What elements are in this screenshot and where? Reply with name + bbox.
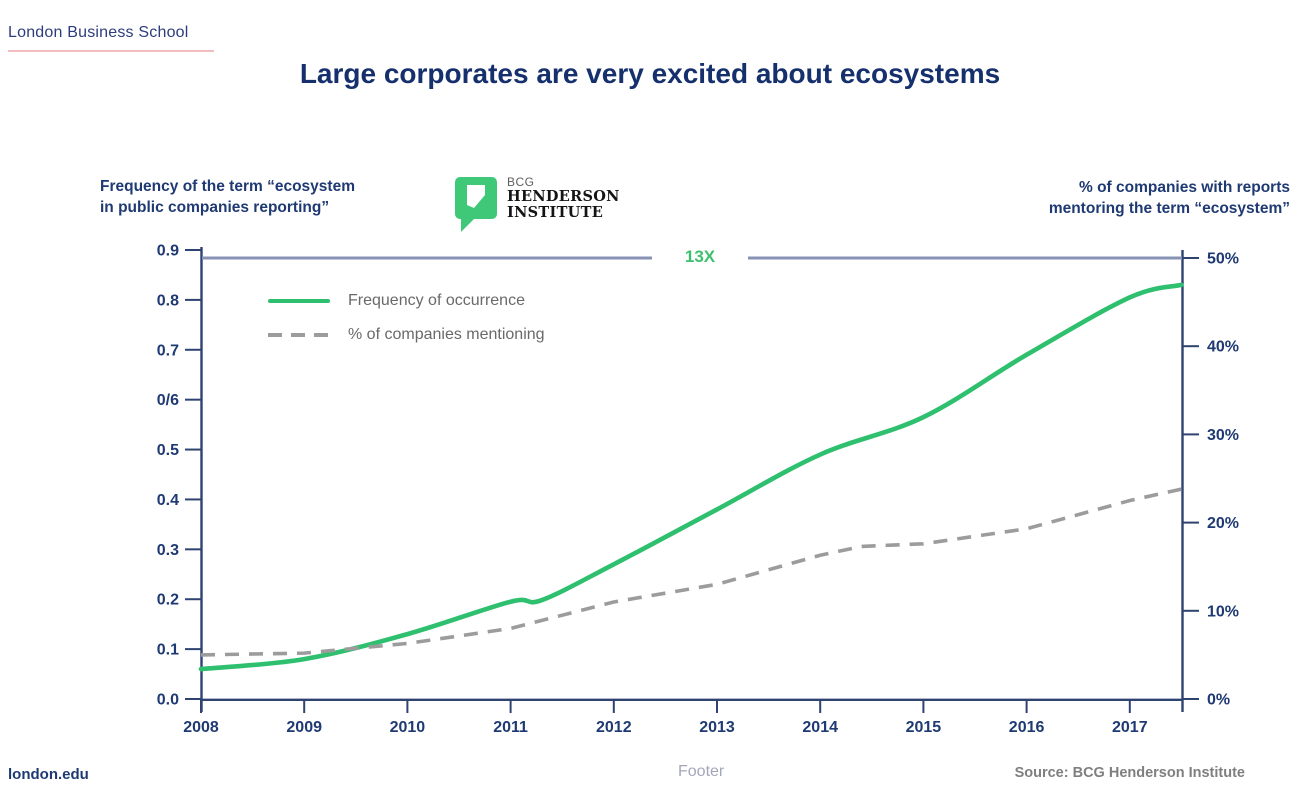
left-axis-tick-label: 0.1 (157, 642, 179, 659)
left-axis-tick-label: 0.2 (157, 592, 179, 609)
x-axis-tick-label: 2011 (493, 719, 528, 736)
right-axis-title-line1: % of companies with reports (1078, 179, 1290, 196)
left-axis-tick-label: 0.8 (157, 292, 179, 309)
right-axis-title: % of companies with reports mentoring th… (1049, 177, 1290, 219)
legend-row-percent: % of companies mentioning (268, 322, 545, 348)
right-axis-tick-label: 50% (1207, 251, 1239, 268)
legend-swatch-solid-line (268, 298, 330, 304)
footer-label: Footer (678, 763, 725, 780)
left-axis-tick-label: 0.9 (157, 243, 179, 260)
legend-row-frequency: Frequency of occurrence (268, 288, 545, 314)
left-axis-tick-label: 0/6 (157, 392, 179, 409)
right-axis-title-line2: mentoring the term “ecosystem” (1048, 200, 1290, 217)
left-axis-title: Frequency of the term “ecosystem in publ… (100, 176, 355, 218)
lbs-logo-text: London Business School (8, 24, 189, 41)
left-axis-title-line2: in public companies reporting” (100, 199, 330, 216)
lbs-logo: London Business School (8, 24, 214, 52)
right-axis-tick-label: 20% (1207, 515, 1239, 532)
x-axis-tick-label: 2016 (1009, 719, 1045, 736)
right-axis-tick-label: 40% (1207, 339, 1239, 356)
series-line-percent (200, 487, 1182, 657)
legend-swatch-dashed-line (268, 333, 330, 337)
bhi-logo: BCG HENDERSON INSTITUTE (452, 174, 620, 234)
legend-label-frequency: Frequency of occurrence (348, 292, 525, 309)
right-axis-tick-label: 0% (1207, 692, 1230, 709)
left-axis-tick-label: 0.7 (157, 342, 179, 359)
x-axis-tick-label: 2012 (596, 719, 632, 736)
series-line-frequency (198, 282, 1184, 672)
footer-source: Source: BCG Henderson Institute (1014, 765, 1245, 781)
right-axis-tick-label: 10% (1207, 603, 1239, 620)
bhi-logo-icon (455, 177, 497, 232)
left-axis-tick-label: 0.3 (157, 542, 179, 559)
right-axis-tick-label: 30% (1207, 427, 1239, 444)
left-axis-title-line1: Frequency of the term “ecosystem (100, 178, 355, 195)
footer-url: london.edu (8, 766, 89, 783)
left-axis-tick-label: 0.0 (157, 692, 179, 709)
x-axis-tick-label: 2015 (906, 719, 942, 736)
x-axis-tick-label: 2008 (183, 719, 219, 736)
x-axis-tick-label: 2017 (1112, 719, 1148, 736)
chart-legend: Frequency of occurrence % of companies m… (268, 288, 545, 356)
x-axis-tick-label: 2013 (699, 719, 735, 736)
x-axis-tick-label: 2010 (390, 719, 426, 736)
x-axis-tick-label: 2014 (802, 719, 838, 736)
x-axis-tick-label: 2009 (286, 719, 322, 736)
bhi-logo-line3: INSTITUTE (507, 203, 604, 221)
bhi-logo-line1: BCG (507, 175, 535, 189)
left-axis-tick-label: 0.4 (157, 492, 179, 509)
slide-title: Large corporates are very excited about … (299, 58, 1001, 89)
left-axis-tick-label: 0.5 (157, 442, 179, 459)
legend-label-percent: % of companies mentioning (348, 326, 545, 343)
multiplier-annotation: 13X (669, 247, 731, 267)
lbs-logo-underline (8, 50, 214, 52)
bhi-logo-line2: HENDERSON (507, 188, 620, 205)
bhi-logo-text: BCG HENDERSON INSTITUTE (507, 174, 620, 234)
